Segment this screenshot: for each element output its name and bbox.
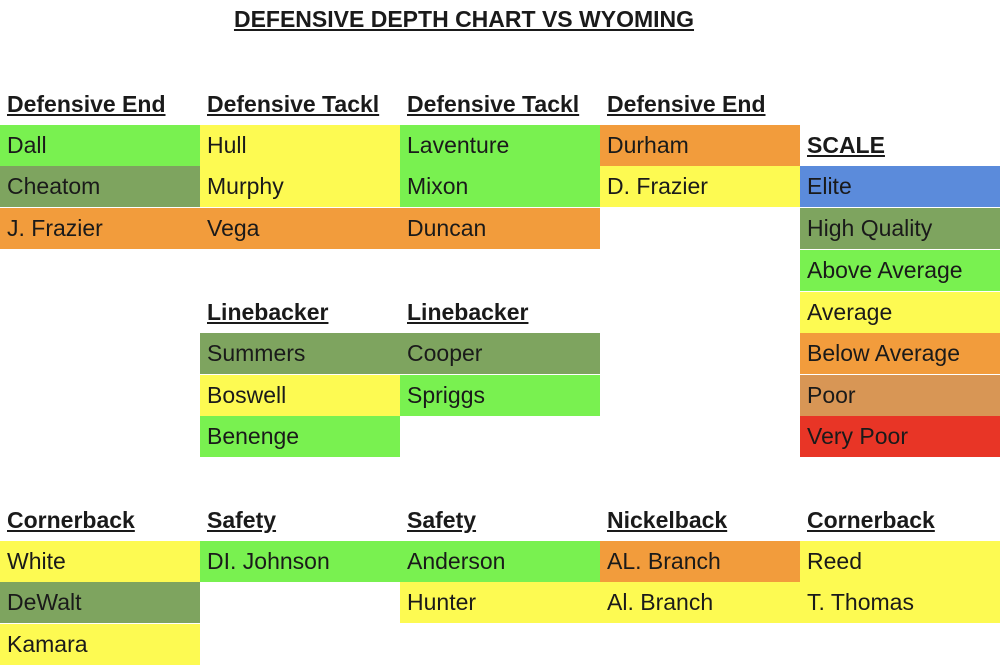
header-defensive-tackle-left: Defensive Tackl	[207, 91, 380, 117]
player-cell: Al. Branch	[600, 582, 800, 623]
header-defensive-tackle-right: Defensive Tackl	[407, 91, 580, 117]
header-defensive-end-left: Defensive End	[7, 91, 166, 117]
header-safety-right: Safety	[407, 507, 477, 533]
player-cell: DI. Johnson	[200, 541, 400, 582]
header-nickelback: Nickelback	[607, 507, 728, 533]
player-cell: Anderson	[400, 541, 600, 582]
scale-level: Very Poor	[800, 416, 1000, 457]
scale-level: Below Average	[800, 333, 1000, 374]
player-cell: White	[0, 541, 200, 582]
header-linebacker-right: Linebacker	[407, 299, 529, 325]
page-title: DEFENSIVE DEPTH CHART VS WYOMING	[233, 6, 695, 32]
player-cell: Kamara	[0, 624, 200, 665]
player-cell: Summers	[200, 333, 400, 374]
player-cell: Hull	[200, 125, 400, 166]
scale-level: Poor	[800, 375, 1000, 416]
player-cell: Spriggs	[400, 375, 600, 416]
player-cell: Mixon	[400, 166, 600, 207]
scale-level: Average	[800, 292, 1000, 333]
player-cell: Reed	[800, 541, 1000, 582]
scale-level: Above Average	[800, 250, 1000, 291]
player-cell: Laventure	[400, 125, 600, 166]
scale-level: Elite	[800, 166, 1000, 207]
player-cell: Cheatom	[0, 166, 200, 207]
header-cornerback-right: Cornerback	[807, 507, 935, 533]
player-cell: D. Frazier	[600, 166, 800, 207]
scale-header: SCALE	[807, 132, 885, 158]
player-cell: DeWalt	[0, 582, 200, 623]
player-cell: Benenge	[200, 416, 400, 457]
player-cell: Cooper	[400, 333, 600, 374]
header-safety-left: Safety	[207, 507, 277, 533]
player-cell: Vega	[200, 208, 400, 249]
scale-level: High Quality	[800, 208, 1000, 249]
player-cell: Murphy	[200, 166, 400, 207]
player-cell: AL. Branch	[600, 541, 800, 582]
header-cornerback-left: Cornerback	[7, 507, 135, 533]
player-cell: Boswell	[200, 375, 400, 416]
player-cell: J. Frazier	[0, 208, 200, 249]
player-cell: T. Thomas	[800, 582, 1000, 623]
header-defensive-end-right: Defensive End	[607, 91, 766, 117]
player-cell: Duncan	[400, 208, 600, 249]
player-cell: Dall	[0, 125, 200, 166]
player-cell: Hunter	[400, 582, 600, 623]
header-linebacker-left: Linebacker	[207, 299, 329, 325]
player-cell: Durham	[600, 125, 800, 166]
